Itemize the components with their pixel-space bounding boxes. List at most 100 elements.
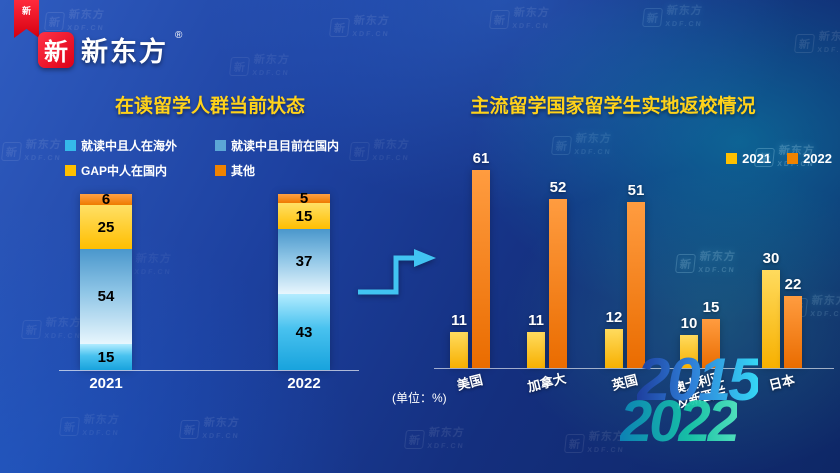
watermark-seal-icon: 新 (794, 34, 815, 54)
stack-segment: 43 (278, 294, 330, 370)
bar-澳大利亚及新西兰-2021 (680, 335, 698, 368)
stack-segment: 15 (80, 344, 132, 370)
watermark-seal-icon: 新 (44, 12, 65, 32)
legend-label: 2021 (742, 151, 772, 166)
bar-英国-2022 (627, 202, 645, 368)
bar-value: 12 (605, 309, 623, 326)
stack-segment: 6 (80, 191, 132, 208)
legend-item: 就读中且人在海外 (65, 137, 215, 154)
watermark-seal-icon: 新 (59, 417, 80, 437)
bar-日本-2021 (762, 270, 780, 368)
legend-label: GAP中人在国内 (81, 164, 168, 178)
segment-value: 43 (295, 323, 313, 341)
bar-日本-2022 (784, 296, 802, 368)
segment-value: 5 (299, 190, 309, 207)
right-axis-line (434, 368, 834, 369)
legend-swatch (65, 165, 76, 176)
segment-value: 25 (97, 218, 115, 236)
right-chart-plot: 11 61 11 52 12 51 10 15 30 22 (388, 150, 838, 368)
left-chart-plot: 6 25 54 15 5 15 37 43 (55, 190, 365, 370)
stack-segment: 15 (278, 203, 330, 229)
x-axis-label: 2022 (287, 375, 321, 392)
legend-label: 2022 (803, 151, 832, 166)
watermark-seal-icon: 新 (642, 8, 663, 28)
bar-美国-2022 (472, 170, 490, 368)
watermark-text: 新东方 XDF.CN (816, 31, 840, 54)
bar-美国-2021 (450, 332, 468, 368)
segment-value: 54 (97, 288, 115, 305)
watermark-seal-icon: 新 (329, 18, 350, 38)
unit-note: (单位：%) (392, 391, 447, 405)
stack-segment: 37 (278, 229, 330, 294)
legend-swatch (215, 165, 226, 176)
segment-value: 37 (295, 253, 313, 270)
bar-value: 11 (528, 312, 544, 329)
legend-item: 2022 (787, 151, 832, 166)
bar-澳大利亚及新西兰-2022 (702, 319, 720, 368)
bar-英国-2021 (605, 329, 623, 368)
watermark-seal-icon: 新 (179, 420, 200, 440)
legend-item: GAP中人在国内 (65, 162, 215, 179)
legend-swatch (787, 153, 799, 164)
segment-value: 6 (101, 191, 111, 208)
watermark-text: 新东方 XDF.CN (511, 7, 551, 30)
legend-label: 就读中且目前在国内 (231, 139, 340, 153)
bar-value: 52 (549, 179, 567, 196)
bar-value: 30 (762, 250, 780, 267)
watermark-seal-icon: 新 (1, 142, 22, 162)
bar-value: 10 (680, 315, 698, 332)
xdf-logo-text: 新东方 (81, 37, 168, 67)
x-axis-label: 2021 (89, 375, 123, 392)
legend-swatch (215, 140, 226, 151)
legend-swatch (726, 153, 738, 164)
legend-item: 2021 (726, 151, 771, 166)
stacked-bar-2021: 6 25 54 15 (80, 191, 132, 370)
flow-arrow-icon (358, 249, 436, 295)
ribbon-seal: 新 (21, 6, 31, 16)
category-label: 加拿大 (526, 370, 568, 395)
right-chart: 主流留学国家留学生实地返校情况 2021 2022 11 61 11 52 12 51 10 1… (388, 85, 838, 430)
stacked-bar-2022: 5 15 37 43 (278, 190, 330, 370)
stack-segment: 54 (80, 249, 132, 344)
bar-加拿大-2022 (549, 199, 567, 368)
decor-year-2015: 2015 (637, 346, 761, 413)
bar-value: 61 (472, 150, 490, 167)
watermark-text: 新东方 XDF.CN (351, 15, 391, 38)
bar-加拿大-2021 (527, 332, 545, 368)
stack-segment: 25 (80, 205, 132, 249)
right-chart-title: 主流留学国家留学生实地返校情况 (470, 96, 756, 117)
watermark-text: 新东方 XDF.CN (426, 427, 466, 450)
bar-value: 15 (702, 299, 720, 316)
watermark-seal-icon: 新 (21, 320, 42, 340)
bar-value: 11 (451, 312, 467, 329)
watermark-text: 新东方 XDF.CN (251, 54, 291, 77)
xdf-logo: 新 新东方 ® (38, 30, 182, 69)
segment-value: 15 (295, 207, 313, 225)
watermark-seal-icon: 新 (229, 57, 250, 77)
watermark-text: 新东方 XDF.CN (664, 5, 704, 28)
legend-label: 其他 (231, 164, 256, 178)
left-chart-title: 在读留学人群当前状态 (114, 96, 305, 117)
legend-item: 其他 (215, 162, 339, 179)
legend-item: 就读中且目前在国内 (215, 137, 339, 154)
registered-mark: ® (175, 30, 183, 41)
watermark-text: 新东方 XDF.CN (81, 414, 121, 437)
left-chart-legend: 就读中且人在海外 就读中且目前在国内 GAP中人在国内 其他 (65, 137, 339, 179)
bar-value: 22 (784, 276, 802, 293)
decor-year-2022: 2022 (620, 389, 740, 454)
bookmark-ribbon-icon: 新 (14, 0, 39, 38)
segment-value: 15 (97, 348, 115, 366)
xdf-seal-icon: 新 (38, 31, 74, 68)
watermark-seal-icon: 新 (489, 10, 510, 30)
right-chart-legend: 2021 2022 (726, 151, 832, 166)
legend-swatch (65, 140, 76, 151)
